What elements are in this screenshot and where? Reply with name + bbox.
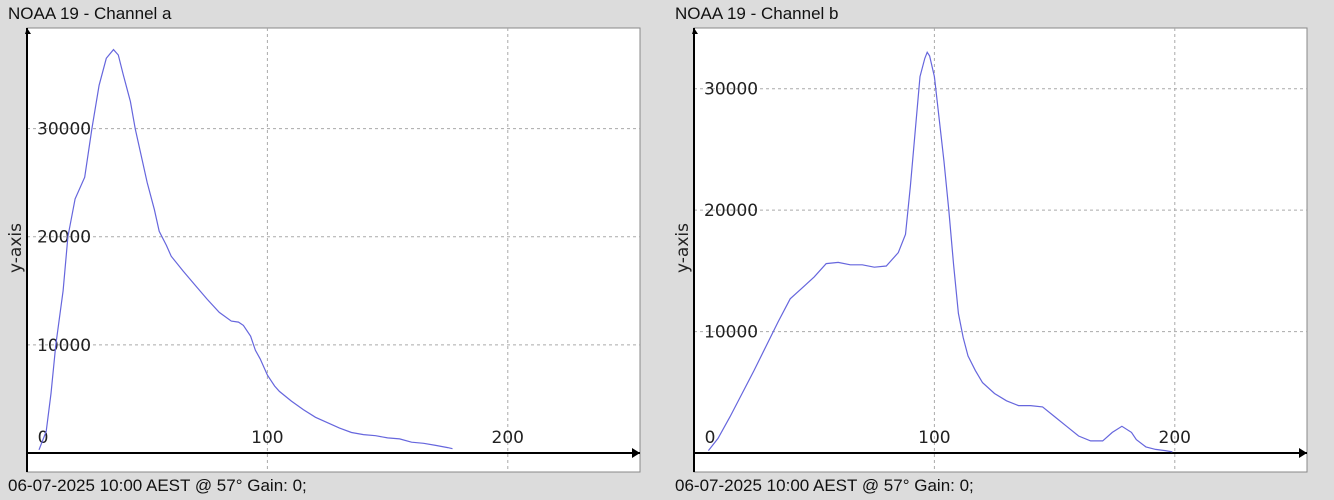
x-tick-label: 200 [492,428,524,448]
x-axis-arrow-icon [632,448,640,458]
chart-title: NOAA 19 - Channel b [675,4,839,23]
x-tick-label: 100 [918,428,950,448]
x-tick-label: 0 [705,428,716,448]
y-axis-label: y-axis [673,223,693,273]
y-tick-label: 10000 [37,336,91,356]
y-tick-label: 20000 [37,228,91,248]
y-axis-arrow-icon [692,28,698,34]
data-series-line [38,48,453,451]
data-series-line [707,51,1173,453]
y-axis-label: y-axis [6,223,26,273]
channel-a-panel: NOAA 19 - Channel a 0 100 200 10000 20000 300… [6,4,641,495]
x-tick-label: 100 [251,428,283,448]
plot-area [693,27,1308,473]
channel-b-panel: NOAA 19 - Channel b 0 100 200 10000 20000 300… [667,0,1334,500]
y-tick-label: 30000 [37,120,91,140]
chart-footer: 06-07-2025 10:00 AEST @ 57° Gain: 0; [8,476,307,495]
plot-area [26,27,641,473]
y-tick-label: 20000 [704,201,758,221]
chart-footer: 06-07-2025 10:00 AEST @ 57° Gain: 0; [675,476,974,495]
x-tick-label: 200 [1159,428,1191,448]
channel-b-chart: 0 100 200 10000 20000 30000 y-axis [673,27,1308,473]
chart-title: NOAA 19 - Channel a [8,4,172,23]
y-axis-arrow-icon [25,28,31,34]
y-tick-label: 10000 [704,323,758,343]
y-tick-label: 30000 [704,80,758,100]
x-axis-arrow-icon [1299,448,1307,458]
